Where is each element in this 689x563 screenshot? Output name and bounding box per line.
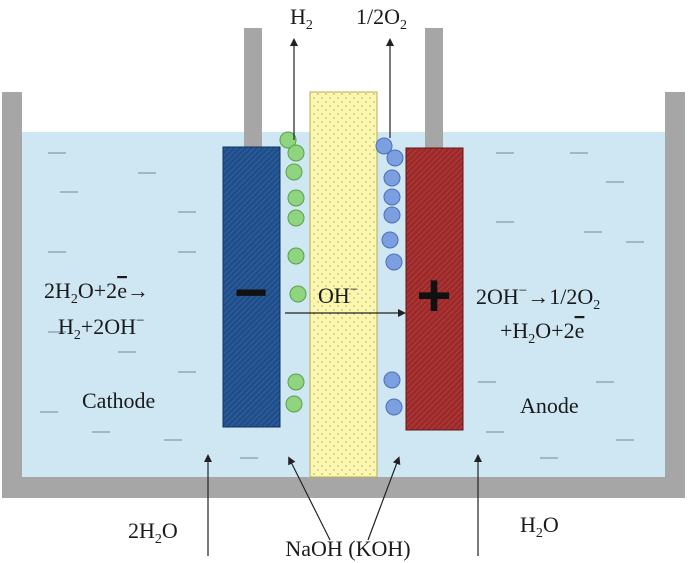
cathode-reaction-line1: 2H2O+2e→: [44, 278, 149, 307]
oxygen-bubble: [383, 371, 401, 389]
anode-electrode: [405, 147, 464, 431]
oxygen-bubble: [381, 231, 399, 249]
hydrogen-bubble: [287, 189, 305, 207]
h2-label: H2: [290, 4, 313, 33]
water-right-label: H2O: [520, 512, 559, 541]
anode-terminal-rod: [425, 28, 443, 150]
oxygen-bubble: [385, 253, 403, 271]
electrolyte-right-arrow: [367, 456, 401, 541]
oxygen-bubble: [383, 206, 401, 224]
anode-label: Anode: [520, 393, 579, 418]
hydrogen-bubble: [287, 144, 305, 162]
anode-reaction-line2: +H2O+2e: [500, 318, 584, 347]
oxygen-bubble: [375, 137, 393, 155]
oxygen-bubble: [383, 188, 401, 206]
separator-membrane: [309, 91, 378, 478]
hydroxide-label: OH−: [318, 282, 358, 308]
hydrogen-bubble: [285, 395, 303, 413]
electrolyte-left-arrow: [288, 456, 331, 541]
electrolyte-label: NaOH (KOH): [285, 536, 410, 561]
electrolyte-dashes: [40, 152, 644, 459]
hydrogen-bubble: [289, 285, 307, 303]
water-left-label: 2H2O: [128, 518, 178, 547]
anode-reaction-line1: 2OH−→1/2O2: [476, 283, 600, 313]
oxygen-bubble: [383, 169, 401, 187]
hydrogen-bubble: [287, 247, 305, 265]
hydrogen-bubble: [285, 163, 303, 181]
hydrogen-bubble: [287, 373, 305, 391]
o2-label: 1/2O2: [356, 4, 407, 33]
cathode-electrode: [222, 146, 281, 428]
oxygen-bubble: [386, 149, 404, 167]
hydrogen-bubble: [279, 131, 297, 149]
cathode-reaction-line2: H2+2OH−: [58, 313, 145, 343]
cathode-terminal-rod: [244, 28, 262, 148]
anode-sign: +: [416, 262, 451, 329]
oxygen-bubble: [385, 398, 403, 416]
hydrogen-bubble: [287, 209, 305, 227]
cathode-sign: −: [234, 260, 268, 325]
hydrogen-bubbles: [279, 131, 307, 413]
cathode-label: Cathode: [82, 388, 155, 413]
oxygen-bubbles: [375, 137, 404, 416]
